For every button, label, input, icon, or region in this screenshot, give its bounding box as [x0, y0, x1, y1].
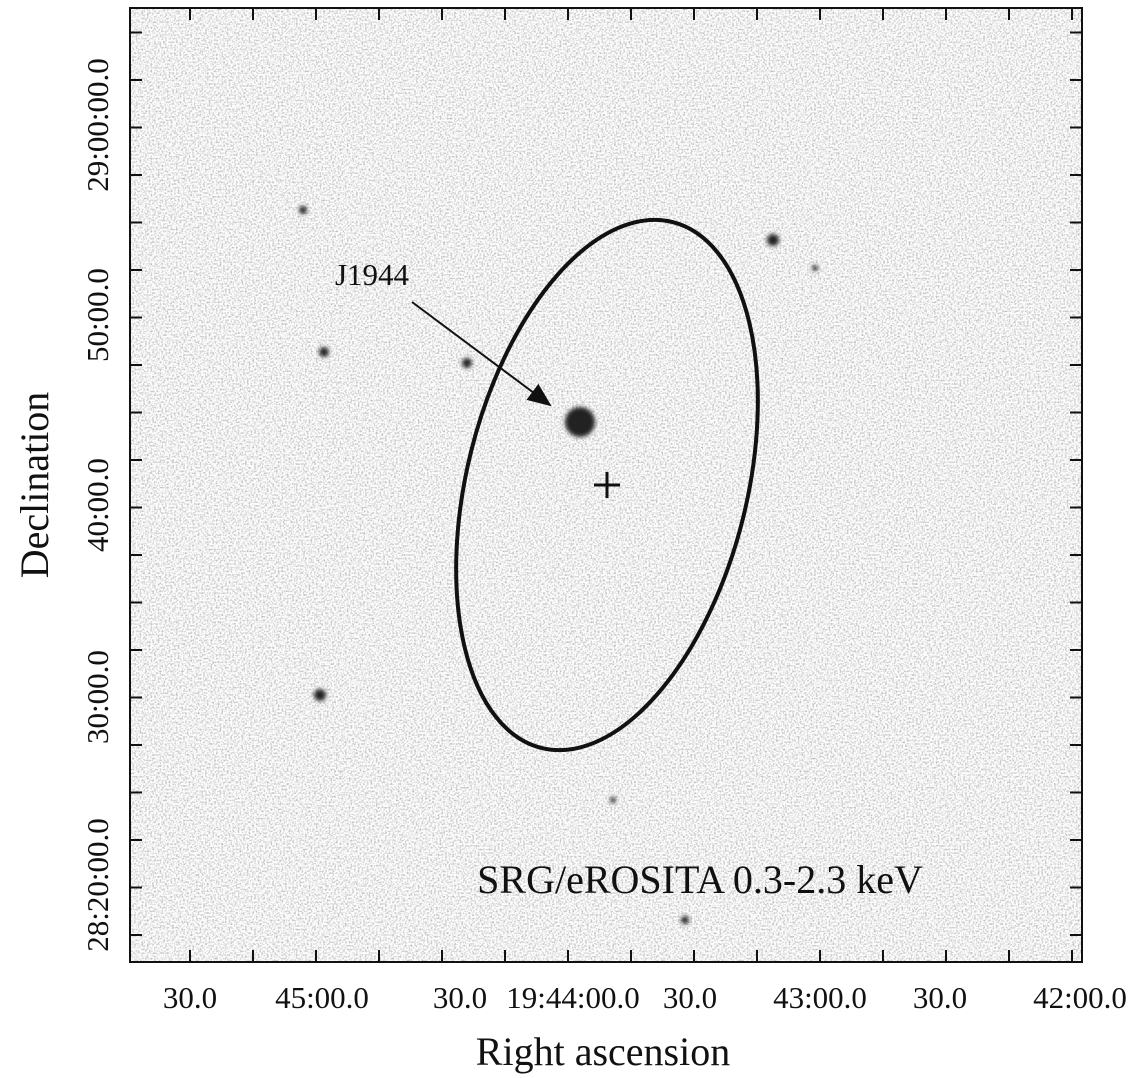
y-tick-label: 40:00.0 — [80, 458, 115, 552]
stars — [299, 206, 818, 924]
y-tick-label: 30:00.0 — [80, 650, 115, 744]
position-cross — [594, 472, 620, 498]
y-tick-label: 28:20:00.0 — [80, 818, 115, 951]
error-ellipse — [454, 217, 760, 753]
arrow — [411, 301, 552, 407]
x-tick-label: 42:00.0 — [1033, 980, 1127, 1015]
ticks — [130, 8, 1082, 962]
x-tick-label: 30.0 — [433, 980, 487, 1015]
x-tick-label: 43:00.0 — [773, 980, 867, 1015]
x-tick-label: 45:00.0 — [275, 980, 369, 1015]
source-label: J1944 — [335, 257, 410, 292]
y-axis-title: Declination — [12, 392, 57, 579]
frame — [129, 7, 1083, 963]
x-tick-label: 30.0 — [663, 980, 717, 1015]
y-tick-label: 50:00.0 — [80, 268, 115, 362]
x-tick-label: 30.0 — [163, 980, 217, 1015]
x-tick-label: 30.0 — [913, 980, 967, 1015]
band-label: SRG/eROSITA 0.3-2.3 keV — [477, 857, 923, 902]
x-axis-title: Right ascension — [476, 1029, 730, 1074]
y-tick-label: 29:00:00.0 — [80, 58, 115, 191]
tick-labels: 30.0 45:00.0 30.0 19:44:00.0 30.0 43:00.0 30.0… — [80, 58, 1127, 1015]
x-tick-label: 19:44:00.0 — [506, 980, 639, 1015]
